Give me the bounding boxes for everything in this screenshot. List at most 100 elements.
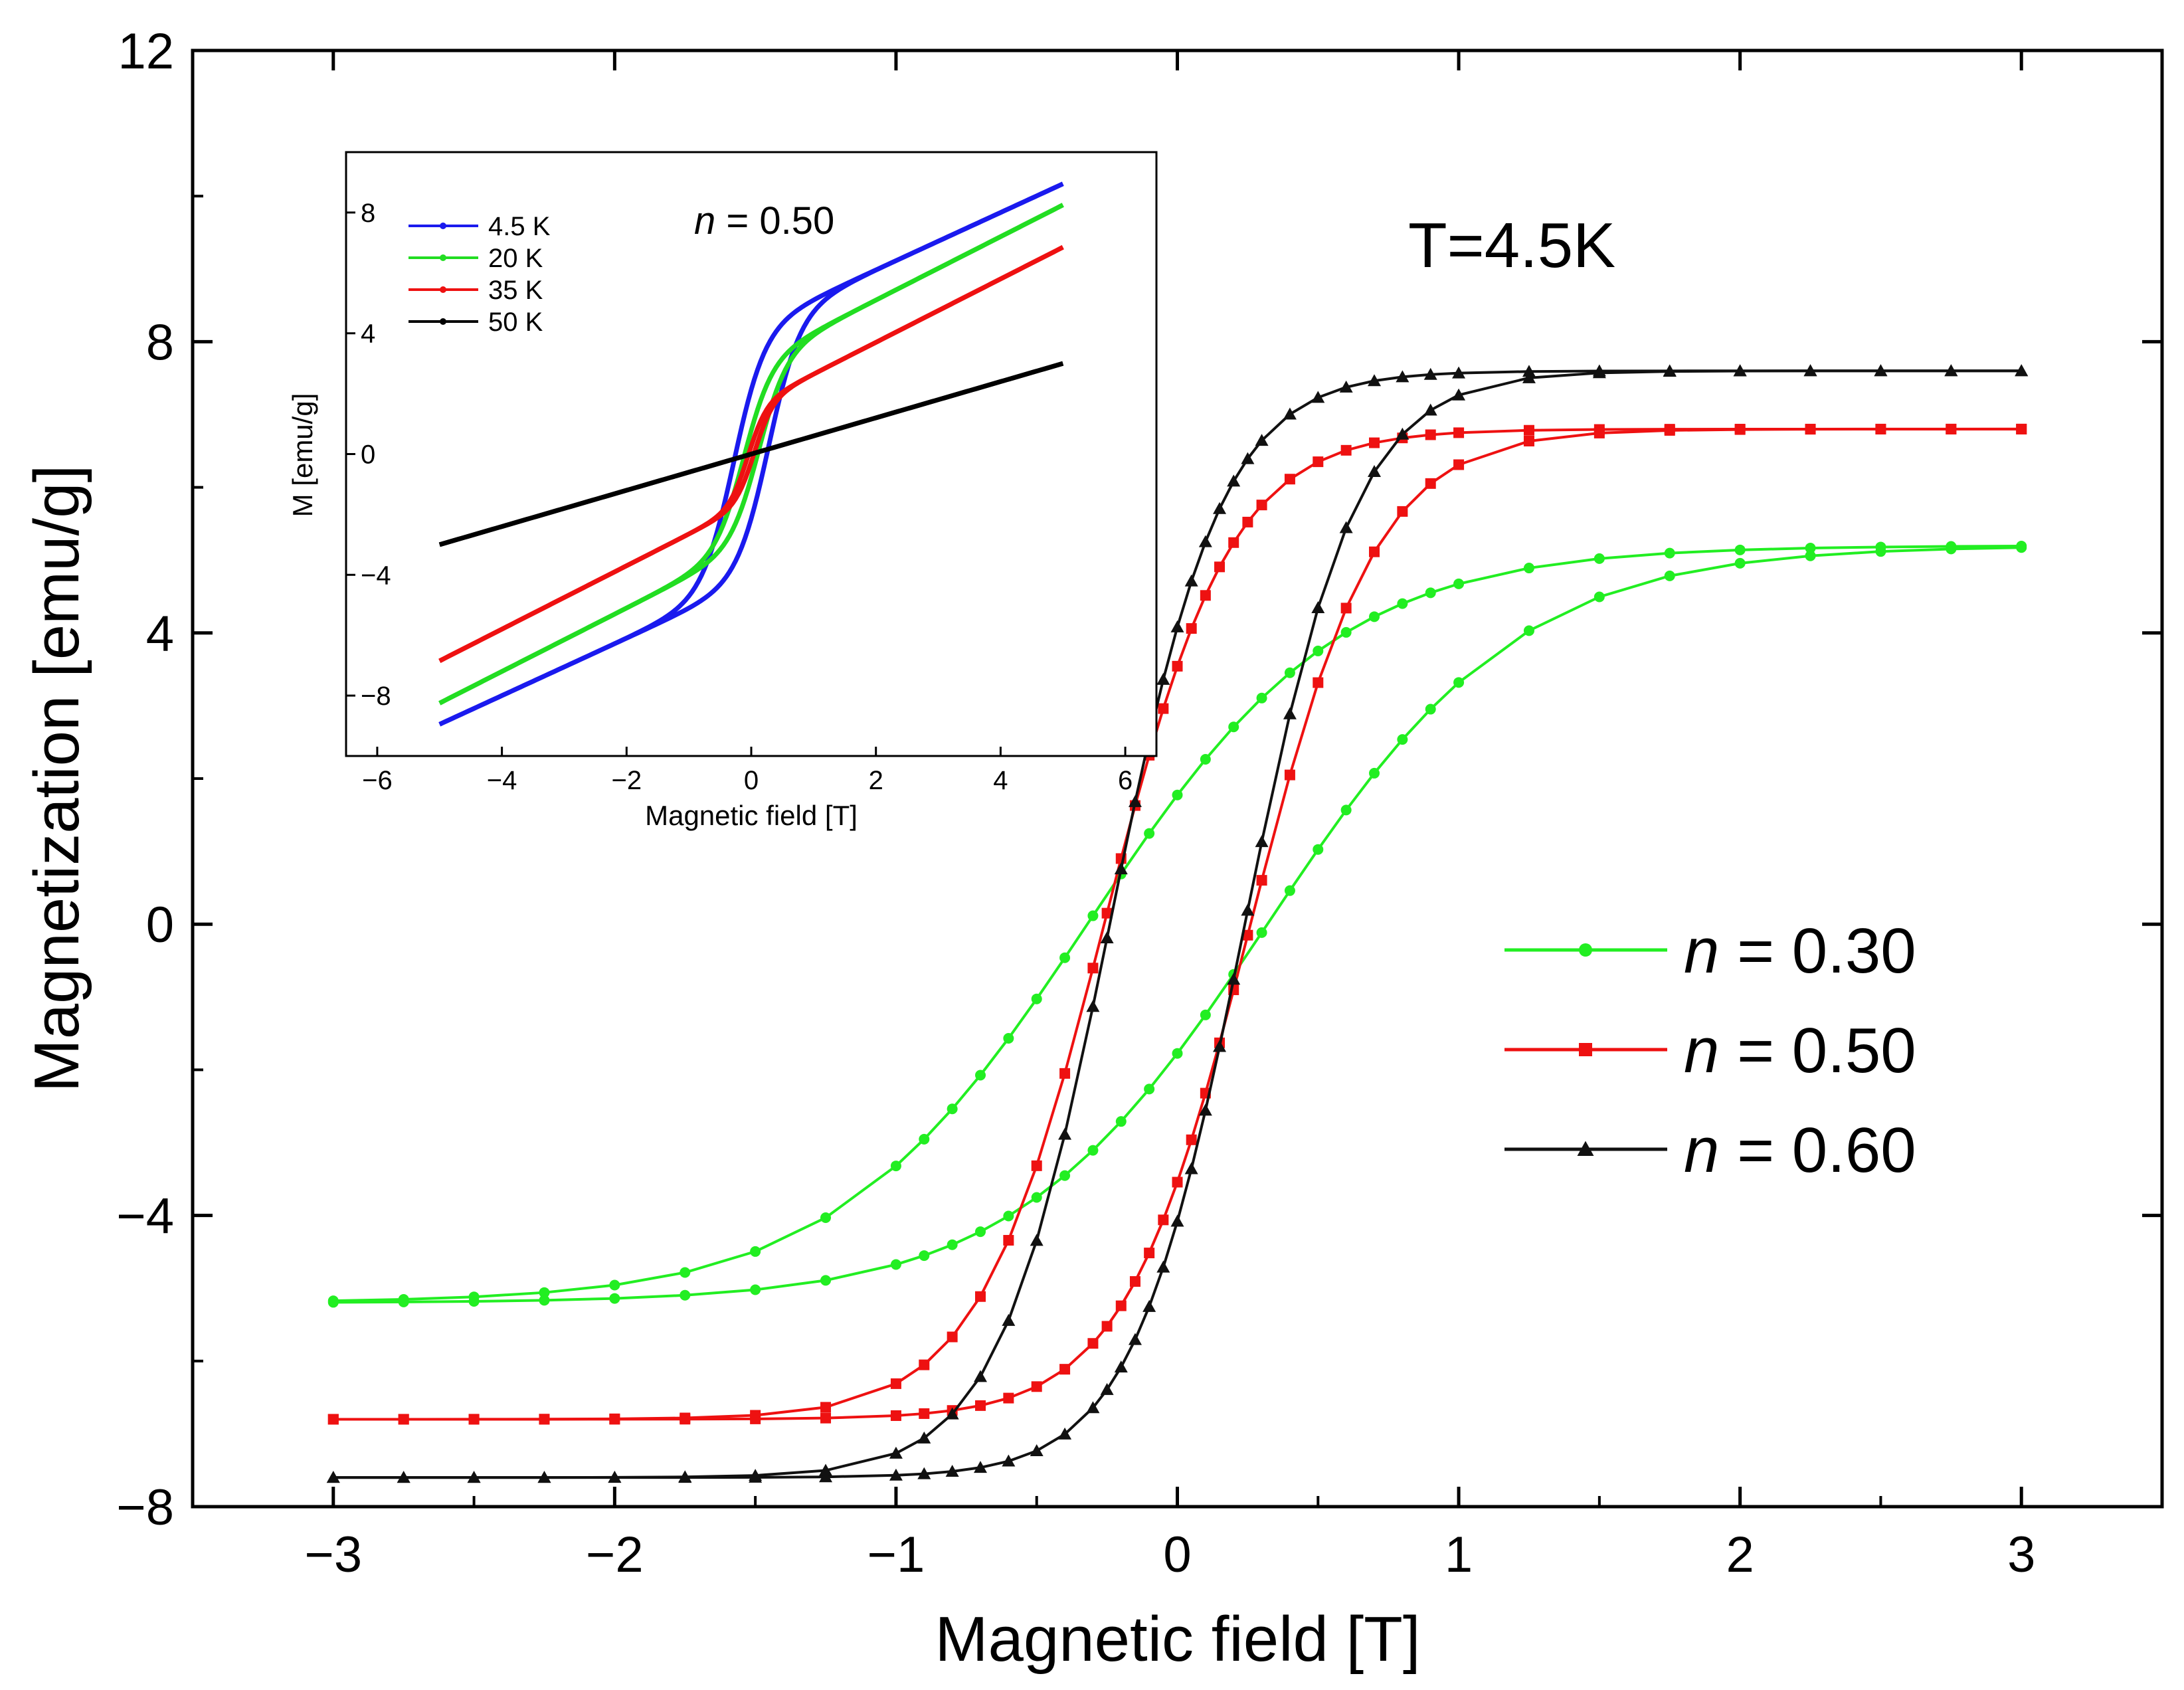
data-point	[1875, 423, 1886, 434]
inset-n-value: = 0.50	[715, 199, 834, 242]
data-point	[889, 1468, 903, 1481]
data-point	[1087, 1338, 1099, 1349]
main-x-tick-label: −2	[586, 1527, 644, 1583]
inset-x-tick-label: −2	[612, 766, 642, 795]
legend-var: n	[1684, 1115, 1719, 1186]
data-point	[1339, 521, 1353, 533]
inset-y-axis: −8 −4 0 4 8	[346, 199, 391, 711]
data-point	[1003, 1392, 1014, 1404]
data-point	[327, 1297, 339, 1308]
data-point	[750, 1246, 761, 1257]
data-point	[1734, 557, 1746, 569]
data-point	[1115, 1116, 1127, 1127]
data-point	[1198, 1103, 1212, 1116]
data-point	[1128, 795, 1142, 807]
data-point	[1523, 563, 1534, 574]
data-point	[327, 1414, 339, 1425]
data-point	[750, 1284, 761, 1295]
data-point	[1397, 734, 1408, 745]
data-point	[1172, 789, 1183, 800]
data-point	[1369, 546, 1380, 557]
data-point	[917, 1467, 931, 1479]
data-point	[1453, 677, 1465, 688]
main-y-tick-label: −4	[116, 1188, 174, 1245]
data-point	[1227, 973, 1241, 985]
data-point	[1256, 500, 1267, 511]
data-point	[1256, 927, 1267, 938]
data-point	[1283, 407, 1297, 420]
data-point	[1425, 478, 1436, 489]
data-point	[1875, 546, 1886, 557]
legend-item: n = 0.50	[1504, 1015, 1916, 1086]
data-point	[947, 1239, 958, 1250]
legend-var: n	[1684, 1015, 1719, 1086]
main-y-tick-label: 12	[118, 23, 174, 80]
data-point	[1086, 1000, 1100, 1012]
inset-y-tick-label: 0	[361, 440, 375, 470]
data-point	[326, 1471, 340, 1483]
data-point	[680, 1267, 691, 1278]
inset-legend-label: 50 K	[488, 308, 543, 337]
legend-marker	[1577, 1141, 1594, 1156]
legend-label: n = 0.50	[1684, 1015, 1916, 1086]
data-point	[1368, 374, 1381, 387]
data-point	[537, 1471, 551, 1483]
data-point	[1003, 1210, 1014, 1222]
inset-n-var: n	[694, 199, 715, 242]
data-point	[890, 1259, 901, 1270]
data-point	[1087, 910, 1099, 921]
inset-legend-label: 20 K	[488, 244, 543, 273]
inset-series-line-down	[438, 203, 1064, 705]
data-point	[1340, 626, 1352, 638]
data-point	[1158, 1214, 1169, 1226]
data-point	[1186, 623, 1197, 634]
inset-y-tick-label: 8	[361, 199, 375, 228]
legend-var: n	[1684, 915, 1719, 986]
data-point	[1003, 1235, 1014, 1246]
inset-legend-item: 4.5 K	[409, 212, 551, 241]
inset-legend-marker	[440, 318, 446, 325]
inset-x-tick-label: 6	[1118, 766, 1133, 795]
data-point	[539, 1295, 550, 1306]
data-point	[1664, 570, 1675, 581]
data-point	[1284, 667, 1295, 678]
data-point	[1242, 516, 1253, 527]
data-point	[1452, 366, 1466, 379]
inset-x-tick-label: −4	[487, 766, 517, 795]
data-point	[819, 1470, 833, 1483]
data-point	[1313, 645, 1324, 656]
data-point	[919, 1359, 930, 1370]
inset-legend-item: 50 K	[409, 308, 543, 337]
data-point	[750, 1413, 761, 1424]
data-point	[1115, 1300, 1127, 1311]
main-y-axis-title: Magnetization [emu/g]	[21, 465, 92, 1093]
data-point	[820, 1275, 832, 1286]
main-x-axis: −3 −2 −1 0 1 2 3	[191, 50, 2163, 1583]
data-point	[1805, 550, 1816, 561]
data-point	[2016, 542, 2027, 553]
main-series-group	[326, 364, 2029, 1483]
data-point	[1339, 380, 1353, 393]
data-point	[1100, 931, 1114, 944]
legend-label: n = 0.60	[1684, 1115, 1916, 1186]
data-point	[975, 1400, 986, 1411]
data-point	[1003, 1033, 1014, 1044]
data-point	[1368, 465, 1381, 478]
data-point	[1002, 1454, 1016, 1467]
main-x-axis-title: Magnetic field [T]	[935, 1604, 1421, 1675]
data-point	[2015, 364, 2029, 377]
data-point	[889, 1446, 903, 1459]
inset-y-tick-label: 4	[361, 320, 375, 349]
data-point	[890, 1161, 901, 1172]
data-point	[1059, 952, 1071, 963]
data-point	[1369, 437, 1380, 448]
data-point	[1734, 424, 1746, 435]
data-point	[1213, 502, 1227, 514]
data-point	[1592, 366, 1606, 379]
main-y-tick-label: −8	[116, 1479, 174, 1536]
inset-series-line-down	[438, 181, 1064, 727]
data-point	[1087, 1145, 1099, 1156]
data-point	[1114, 862, 1128, 875]
data-point	[1369, 767, 1380, 779]
data-point	[1241, 452, 1255, 464]
